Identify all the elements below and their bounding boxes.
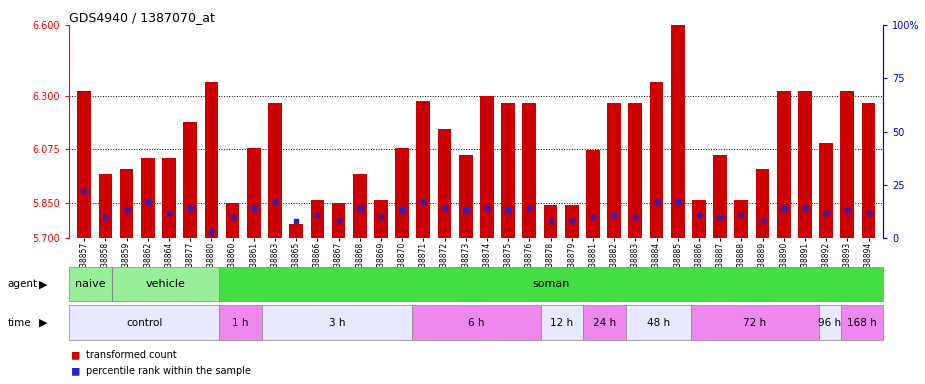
- Text: 168 h: 168 h: [847, 318, 877, 328]
- Bar: [332, 202, 345, 238]
- Bar: [713, 155, 727, 238]
- Bar: [78, 91, 91, 238]
- Bar: [480, 96, 494, 238]
- Text: ▶: ▶: [39, 279, 47, 289]
- Text: ▶: ▶: [39, 318, 47, 328]
- Text: 1 h: 1 h: [232, 318, 249, 328]
- Bar: [416, 101, 430, 238]
- Bar: [691, 305, 820, 340]
- Bar: [374, 200, 388, 238]
- Bar: [226, 202, 240, 238]
- Bar: [777, 91, 791, 238]
- Bar: [626, 305, 691, 340]
- Bar: [628, 103, 642, 238]
- Text: 48 h: 48 h: [647, 318, 670, 328]
- Text: time: time: [7, 318, 31, 328]
- Text: 72 h: 72 h: [744, 318, 767, 328]
- Text: GDS4940 / 1387070_at: GDS4940 / 1387070_at: [69, 11, 216, 24]
- Bar: [311, 200, 325, 238]
- Bar: [141, 157, 154, 238]
- Bar: [649, 82, 663, 238]
- Bar: [523, 103, 536, 238]
- Bar: [584, 305, 626, 340]
- Bar: [841, 305, 883, 340]
- Bar: [290, 224, 303, 238]
- Text: transformed count: transformed count: [86, 350, 177, 360]
- Text: 3 h: 3 h: [329, 318, 345, 328]
- Bar: [820, 143, 833, 238]
- Bar: [219, 267, 883, 301]
- Bar: [608, 103, 621, 238]
- Bar: [820, 305, 841, 340]
- Bar: [565, 205, 579, 238]
- Bar: [162, 157, 176, 238]
- Text: 24 h: 24 h: [593, 318, 616, 328]
- Bar: [69, 267, 112, 301]
- Bar: [438, 129, 451, 238]
- Bar: [734, 200, 748, 238]
- Text: 12 h: 12 h: [550, 318, 574, 328]
- Text: 6 h: 6 h: [468, 318, 485, 328]
- Bar: [204, 82, 218, 238]
- Bar: [413, 305, 540, 340]
- Text: agent: agent: [7, 279, 38, 289]
- Bar: [99, 174, 112, 238]
- Bar: [112, 267, 219, 301]
- Text: naive: naive: [76, 279, 106, 289]
- Text: percentile rank within the sample: percentile rank within the sample: [86, 366, 251, 376]
- Bar: [501, 103, 515, 238]
- Bar: [395, 148, 409, 238]
- Bar: [119, 169, 133, 238]
- Text: soman: soman: [533, 279, 570, 289]
- Bar: [671, 25, 684, 238]
- Text: 96 h: 96 h: [819, 318, 842, 328]
- Bar: [841, 91, 854, 238]
- Bar: [69, 305, 219, 340]
- Bar: [262, 305, 413, 340]
- Bar: [586, 151, 599, 238]
- Text: vehicle: vehicle: [146, 279, 186, 289]
- Bar: [756, 169, 770, 238]
- Bar: [459, 155, 473, 238]
- Bar: [268, 103, 282, 238]
- Bar: [798, 91, 812, 238]
- Bar: [544, 205, 558, 238]
- Text: ■: ■: [72, 364, 80, 377]
- Bar: [862, 103, 875, 238]
- Bar: [353, 174, 366, 238]
- Bar: [247, 148, 261, 238]
- Bar: [183, 122, 197, 238]
- Bar: [540, 305, 584, 340]
- Bar: [219, 305, 262, 340]
- Bar: [692, 200, 706, 238]
- Text: control: control: [126, 318, 163, 328]
- Text: ■: ■: [72, 349, 80, 362]
